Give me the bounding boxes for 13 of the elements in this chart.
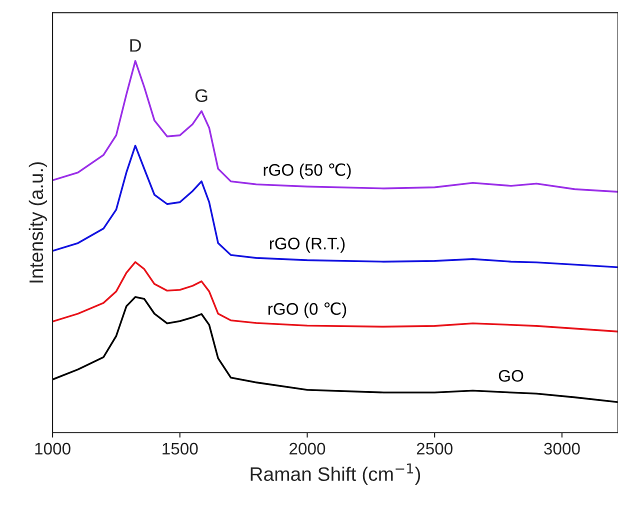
- x-tick-label: 1500: [162, 442, 198, 455]
- x-tick-label: 1000: [35, 442, 70, 455]
- annotation: G: [195, 89, 208, 102]
- x-tick-label: 3000: [544, 442, 580, 455]
- x-tick-label: 2500: [416, 442, 452, 455]
- annotation: D: [130, 39, 141, 52]
- series-label: rGO (0 ℃): [268, 302, 346, 318]
- y-axis-title: Intensity (a.u.): [28, 162, 47, 282]
- x-tick-label: 2000: [290, 442, 326, 455]
- x-axis-title: Raman Shift (cm$^{−1}$): [250, 463, 420, 485]
- series-label: rGO (R.T.): [270, 237, 345, 253]
- series-label: GO: [498, 370, 524, 382]
- series-label: rGO (50 ℃): [264, 163, 351, 180]
